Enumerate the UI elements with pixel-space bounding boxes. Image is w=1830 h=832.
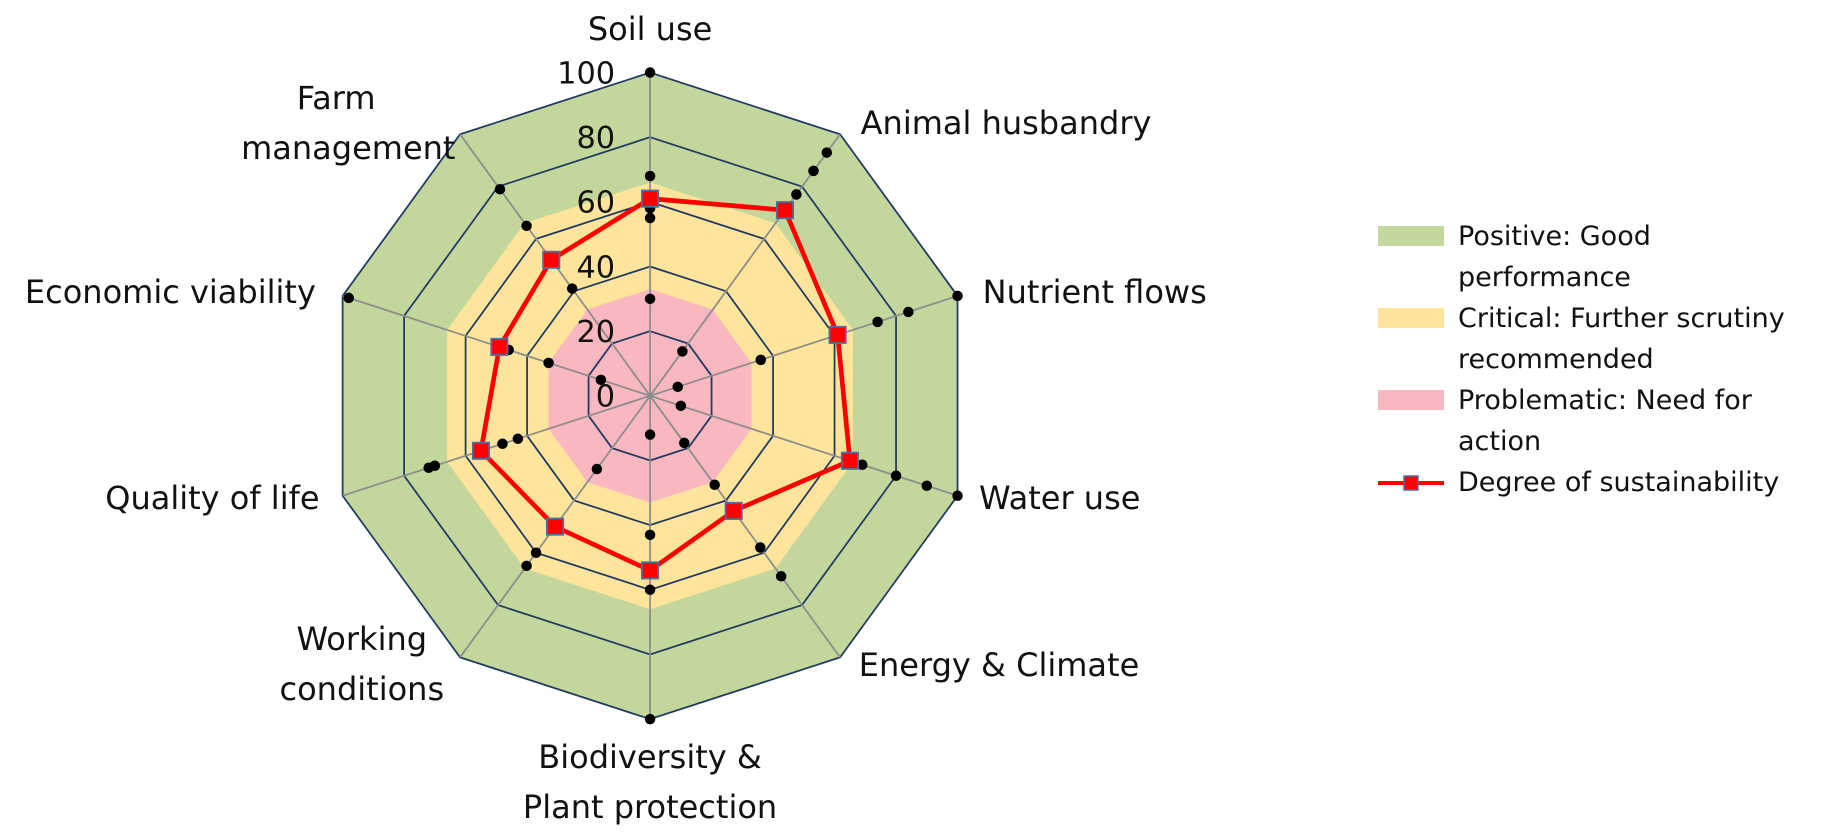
dot (821, 147, 833, 158)
dot (808, 165, 819, 177)
dot (521, 560, 532, 572)
r-tick-label: 20 (576, 315, 615, 350)
dot (672, 381, 683, 393)
axis-label: Energy & Climate (858, 646, 1140, 685)
dot (856, 459, 868, 471)
r-tick-label: 60 (576, 186, 615, 221)
legend-text: Critical: Further scrutiny recommended (1458, 303, 1785, 375)
dot (644, 67, 656, 78)
dot (775, 571, 787, 582)
dot (791, 189, 802, 200)
legend-text: Degree of sustainability (1458, 467, 1780, 498)
dot (872, 316, 883, 328)
axis-label: Animal husbandry (860, 103, 1152, 142)
marker (828, 325, 847, 344)
dot (543, 357, 554, 369)
legend-text: Problematic: Need for action (1458, 385, 1752, 457)
axis-label: Soil use (587, 10, 713, 49)
legend: Positive: Good performance Critical: Furt… (1378, 216, 1818, 503)
dot (755, 354, 767, 366)
r-tick-label: 80 (576, 121, 615, 156)
dot (709, 479, 720, 491)
dot (952, 290, 963, 302)
dot (903, 306, 914, 318)
legend-entry: Critical: Further scrutiny recommended (1378, 298, 1818, 380)
spoke (342, 394, 651, 497)
legend-entry: Degree of sustainability (1378, 462, 1818, 503)
dot (512, 433, 524, 445)
r-tick-label: 100 (557, 56, 615, 91)
legend-marker (1403, 475, 1419, 491)
axis-label: Farm management (241, 78, 456, 167)
legend-text: Positive: Good performance (1458, 221, 1651, 293)
spoke (649, 394, 958, 497)
axis-label: Water use (979, 479, 1141, 518)
marker (542, 250, 561, 269)
dot (566, 283, 578, 294)
dot (521, 220, 532, 232)
marker (546, 517, 565, 536)
axis-label: Biodiversity & Plant protection (522, 737, 778, 826)
legend-swatch (1378, 475, 1444, 491)
marker (840, 451, 859, 470)
dot (644, 584, 656, 596)
dot (679, 437, 690, 449)
marker (775, 201, 795, 220)
axis-label: Quality of life (105, 479, 320, 518)
dot (530, 547, 542, 559)
axis-label: Economic viability (24, 272, 316, 311)
dot (494, 183, 506, 195)
dot (677, 346, 688, 357)
marker (724, 501, 743, 520)
dot (644, 713, 656, 725)
marker (490, 337, 509, 356)
dot (343, 292, 355, 304)
dot (644, 529, 656, 541)
marker (471, 441, 491, 460)
dot (952, 490, 963, 501)
r-tick-label: 40 (576, 250, 615, 285)
dot (890, 470, 902, 481)
axis-label: Nutrient flows (982, 272, 1207, 311)
axis-label: Working conditions (279, 620, 445, 709)
dot (591, 463, 603, 475)
dot (429, 460, 441, 472)
legend-swatch (1378, 226, 1444, 246)
legend-entry: Positive: Good performance (1378, 216, 1818, 298)
r-tick-label: 0 (596, 380, 615, 415)
legend-swatch (1378, 390, 1444, 410)
dot (644, 429, 656, 440)
legend-swatch (1378, 308, 1444, 328)
dot (644, 212, 656, 224)
legend-entry: Problematic: Need for action (1378, 380, 1818, 462)
dot (755, 542, 766, 553)
dot (595, 374, 607, 386)
dot (675, 400, 687, 412)
marker (641, 189, 660, 208)
dot (921, 480, 933, 491)
dot (644, 293, 656, 305)
dot (644, 170, 656, 182)
dot (497, 438, 508, 450)
marker (641, 561, 660, 580)
